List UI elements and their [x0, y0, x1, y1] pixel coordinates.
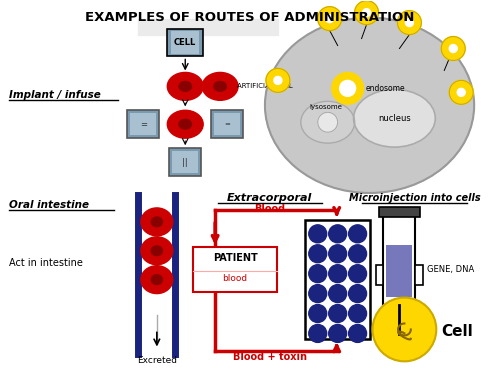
Circle shape [274, 76, 282, 84]
Text: lysosome: lysosome [310, 104, 342, 110]
Text: Excreted: Excreted [137, 357, 177, 365]
Circle shape [348, 325, 366, 342]
Ellipse shape [168, 110, 203, 138]
Text: EXAMPLES OF ROUTES OF ADMINISTRATION: EXAMPLES OF ROUTES OF ADMINISTRATION [86, 11, 414, 24]
Circle shape [348, 285, 366, 303]
Circle shape [309, 225, 326, 243]
Bar [170, 148, 201, 176]
Circle shape [328, 245, 346, 263]
Ellipse shape [265, 18, 474, 193]
Circle shape [348, 305, 366, 322]
Circle shape [318, 7, 342, 30]
Circle shape [328, 265, 346, 283]
Ellipse shape [152, 275, 162, 285]
Circle shape [348, 225, 366, 243]
Bar [305, 220, 370, 339]
Bar [172, 30, 199, 55]
Circle shape [328, 305, 346, 322]
Text: =: = [224, 121, 230, 127]
Ellipse shape [141, 208, 173, 236]
Text: Oral intestine: Oral intestine [9, 200, 89, 210]
Circle shape [309, 285, 326, 303]
Ellipse shape [354, 89, 436, 147]
Circle shape [328, 325, 346, 342]
Text: CELL: CELL [174, 38, 197, 47]
Circle shape [354, 1, 378, 24]
Ellipse shape [168, 72, 203, 100]
Text: nucleus: nucleus [378, 114, 411, 123]
Ellipse shape [214, 82, 226, 91]
Ellipse shape [141, 266, 173, 293]
Circle shape [318, 112, 338, 132]
Ellipse shape [202, 72, 238, 100]
Circle shape [266, 68, 290, 92]
Circle shape [309, 245, 326, 263]
Bar [172, 151, 198, 173]
Circle shape [450, 81, 473, 104]
Bar [214, 113, 240, 135]
Text: Blood + toxin: Blood + toxin [233, 352, 307, 362]
Text: Act in intestine: Act in intestine [9, 258, 83, 268]
Text: endosome: endosome [366, 84, 405, 93]
Circle shape [309, 325, 326, 342]
Bar [376, 265, 384, 285]
Text: Extracorporal: Extracorporal [227, 193, 312, 203]
Bar [386, 245, 412, 296]
Text: ||: || [182, 158, 188, 167]
Circle shape [348, 265, 366, 283]
Circle shape [326, 14, 334, 23]
Ellipse shape [141, 237, 173, 265]
Text: =: = [140, 120, 147, 129]
Bar [168, 29, 203, 56]
Circle shape [328, 225, 346, 243]
Circle shape [362, 9, 370, 17]
Circle shape [332, 72, 364, 104]
Ellipse shape [179, 82, 192, 91]
Bar [211, 110, 243, 138]
Circle shape [309, 305, 326, 322]
Circle shape [450, 45, 457, 53]
Circle shape [457, 88, 465, 96]
Bar [384, 215, 416, 305]
Circle shape [442, 37, 465, 60]
Bar [378, 207, 420, 217]
Circle shape [340, 81, 355, 96]
Text: ARTIFICIAL CELL: ARTIFICIAL CELL [237, 83, 293, 89]
Text: Microinjection into cells: Microinjection into cells [348, 193, 480, 203]
Text: Blood: Blood [254, 204, 286, 214]
Circle shape [398, 11, 421, 35]
Text: PATIENT: PATIENT [212, 253, 258, 263]
Bar [138, 19, 278, 35]
Ellipse shape [152, 217, 162, 227]
Circle shape [372, 298, 436, 361]
Ellipse shape [179, 119, 192, 129]
Ellipse shape [152, 246, 162, 256]
Ellipse shape [301, 101, 354, 143]
Circle shape [348, 245, 366, 263]
Text: Implant / infuse: Implant / infuse [9, 91, 101, 101]
Bar [130, 113, 156, 135]
Text: Cell: Cell [442, 324, 473, 339]
Bar [193, 247, 277, 292]
Circle shape [328, 285, 346, 303]
Bar [416, 265, 424, 285]
Text: blood: blood [222, 274, 248, 283]
Bar [128, 110, 160, 138]
Circle shape [309, 265, 326, 283]
Circle shape [406, 19, 413, 27]
Text: GENE, DNA: GENE, DNA [428, 265, 474, 274]
